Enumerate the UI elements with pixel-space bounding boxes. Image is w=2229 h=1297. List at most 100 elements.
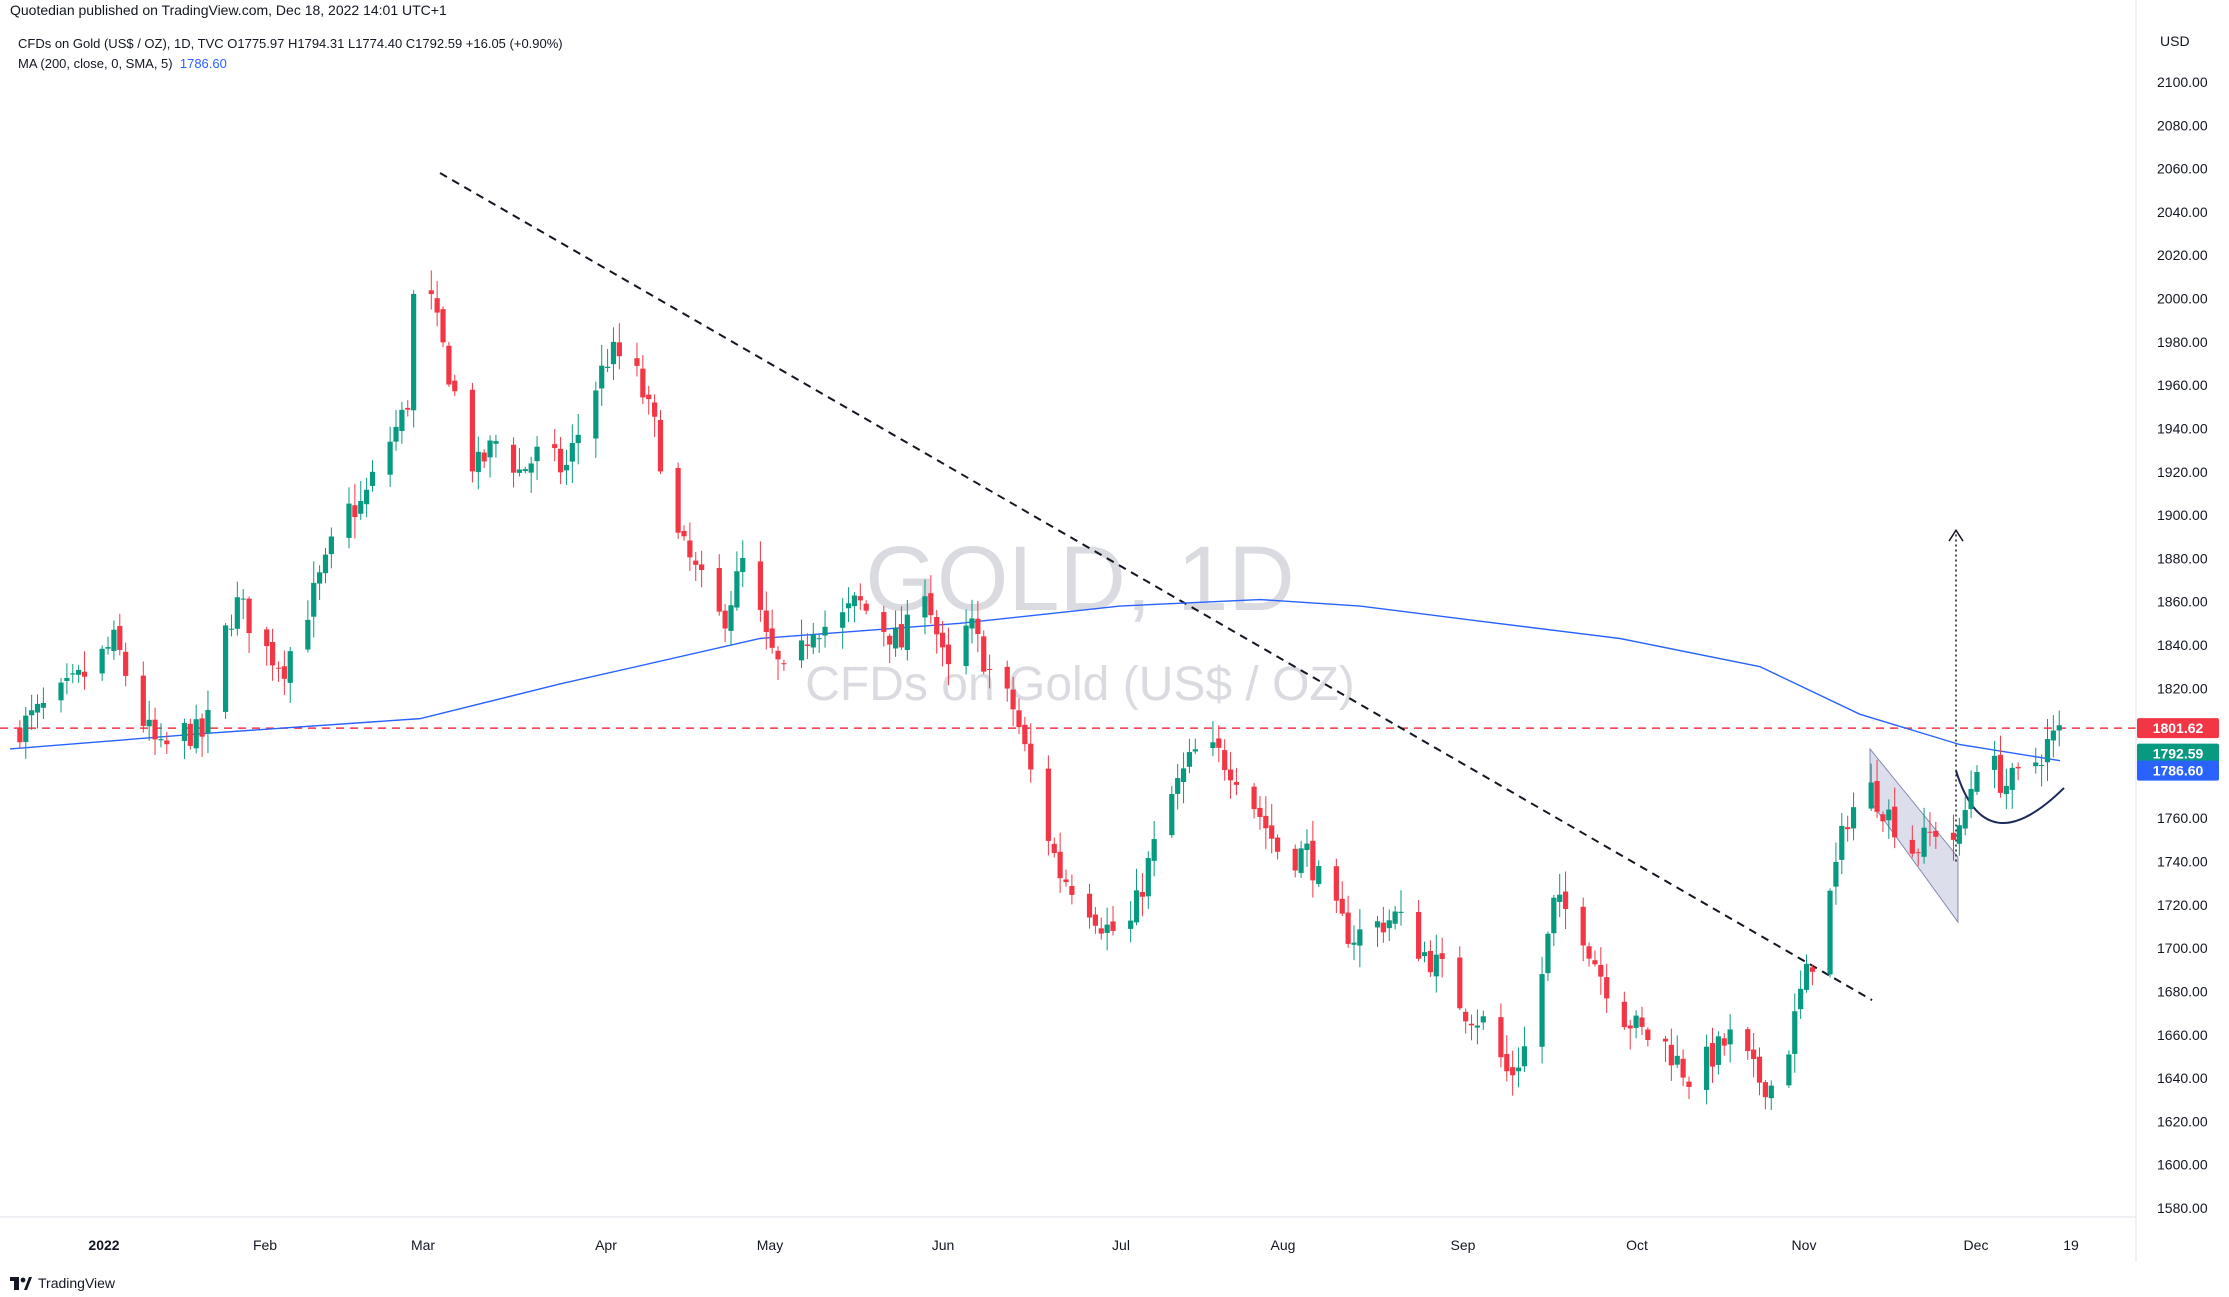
candle[interactable] [81, 651, 88, 690]
candle[interactable] [1968, 770, 1974, 819]
candle[interactable] [2015, 762, 2021, 781]
candle[interactable] [1680, 1049, 1686, 1087]
descending-trendline[interactable] [439, 172, 1873, 1001]
candle[interactable] [1016, 698, 1022, 735]
candle[interactable] [40, 687, 46, 720]
candle[interactable] [434, 281, 440, 327]
candle[interactable] [1950, 814, 1957, 861]
candle[interactable] [516, 447, 523, 477]
candle[interactable] [1786, 1050, 1792, 1088]
candle[interactable] [904, 599, 910, 661]
candle[interactable] [34, 694, 41, 729]
candle[interactable] [1704, 1034, 1710, 1105]
candle[interactable] [29, 694, 35, 730]
candle[interactable] [99, 645, 105, 681]
candle[interactable] [981, 630, 987, 675]
candle[interactable] [510, 437, 517, 488]
candle[interactable] [1316, 860, 1322, 887]
candle[interactable] [763, 591, 769, 650]
candle[interactable] [346, 487, 352, 549]
candle[interactable] [1515, 1047, 1522, 1088]
candle[interactable] [1956, 817, 1962, 856]
candle[interactable] [158, 723, 164, 748]
candle[interactable] [1086, 883, 1093, 929]
candle[interactable] [1498, 1003, 1504, 1068]
candle[interactable] [734, 551, 740, 611]
candle[interactable] [728, 591, 734, 646]
candle[interactable] [928, 575, 934, 624]
candle[interactable] [1645, 1027, 1651, 1047]
candle[interactable] [975, 601, 981, 653]
candle[interactable] [681, 525, 687, 541]
candle[interactable] [1868, 763, 1874, 812]
candle[interactable] [1880, 811, 1886, 833]
candle[interactable] [1580, 897, 1586, 962]
candle[interactable] [1304, 829, 1310, 867]
candle[interactable] [1756, 1047, 1763, 1096]
candle[interactable] [1351, 925, 1357, 961]
drawings-layer[interactable] [0, 172, 2136, 1001]
candle[interactable] [1809, 964, 1816, 986]
candle[interactable] [58, 678, 64, 713]
candle[interactable] [358, 480, 364, 520]
candle[interactable] [898, 606, 905, 650]
candle[interactable] [1827, 888, 1833, 978]
candle[interactable] [722, 604, 728, 642]
candle[interactable] [863, 600, 869, 615]
candle[interactable] [1768, 1080, 1774, 1111]
candle[interactable] [1263, 796, 1269, 849]
candle[interactable] [1991, 740, 1998, 789]
candle[interactable] [1392, 905, 1398, 930]
candle[interactable] [1686, 1076, 1692, 1100]
candles-layer[interactable] [17, 270, 2062, 1111]
candle[interactable] [64, 663, 70, 695]
candle[interactable] [657, 410, 664, 475]
candle[interactable] [887, 633, 893, 663]
candle[interactable] [1416, 899, 1422, 962]
tradingview-footer[interactable]: TradingView [10, 1275, 115, 1291]
candle[interactable] [123, 642, 129, 687]
candle[interactable] [76, 664, 82, 683]
candle[interactable] [446, 341, 452, 387]
candle[interactable] [922, 579, 928, 635]
candle[interactable] [563, 449, 570, 485]
candle[interactable] [1839, 812, 1845, 875]
candle[interactable] [851, 592, 858, 623]
candle[interactable] [593, 381, 599, 458]
candle[interactable] [769, 609, 775, 654]
candle[interactable] [1069, 874, 1075, 905]
candle[interactable] [105, 636, 111, 655]
candle[interactable] [781, 659, 787, 671]
candle[interactable] [1257, 795, 1263, 830]
candle[interactable] [387, 426, 393, 488]
candle[interactable] [1621, 991, 1627, 1031]
candle[interactable] [317, 565, 323, 600]
candle[interactable] [1022, 716, 1028, 752]
candle[interactable] [1927, 812, 1933, 847]
candle[interactable] [816, 634, 822, 653]
candle[interactable] [1504, 1035, 1510, 1082]
candle[interactable] [322, 547, 329, 584]
candle[interactable] [1345, 895, 1351, 948]
candle[interactable] [1004, 660, 1010, 702]
candle[interactable] [1598, 947, 1604, 995]
candle[interactable] [1128, 901, 1134, 943]
candle[interactable] [1480, 1010, 1486, 1030]
candle[interactable] [1292, 844, 1298, 878]
candle[interactable] [1110, 905, 1116, 936]
candle[interactable] [275, 661, 282, 682]
candle[interactable] [804, 633, 811, 660]
candle[interactable] [364, 477, 370, 518]
candle[interactable] [199, 713, 205, 757]
candle[interactable] [810, 622, 816, 655]
candle[interactable] [17, 720, 23, 749]
candle[interactable] [1551, 894, 1557, 947]
candle[interactable] [1421, 941, 1428, 963]
candle[interactable] [634, 342, 640, 377]
candle[interactable] [2044, 719, 2051, 782]
candle[interactable] [1010, 676, 1016, 727]
candle[interactable] [1727, 1014, 1733, 1063]
candle[interactable] [1216, 725, 1222, 763]
candle[interactable] [1510, 1050, 1516, 1096]
candle[interactable] [440, 306, 446, 348]
